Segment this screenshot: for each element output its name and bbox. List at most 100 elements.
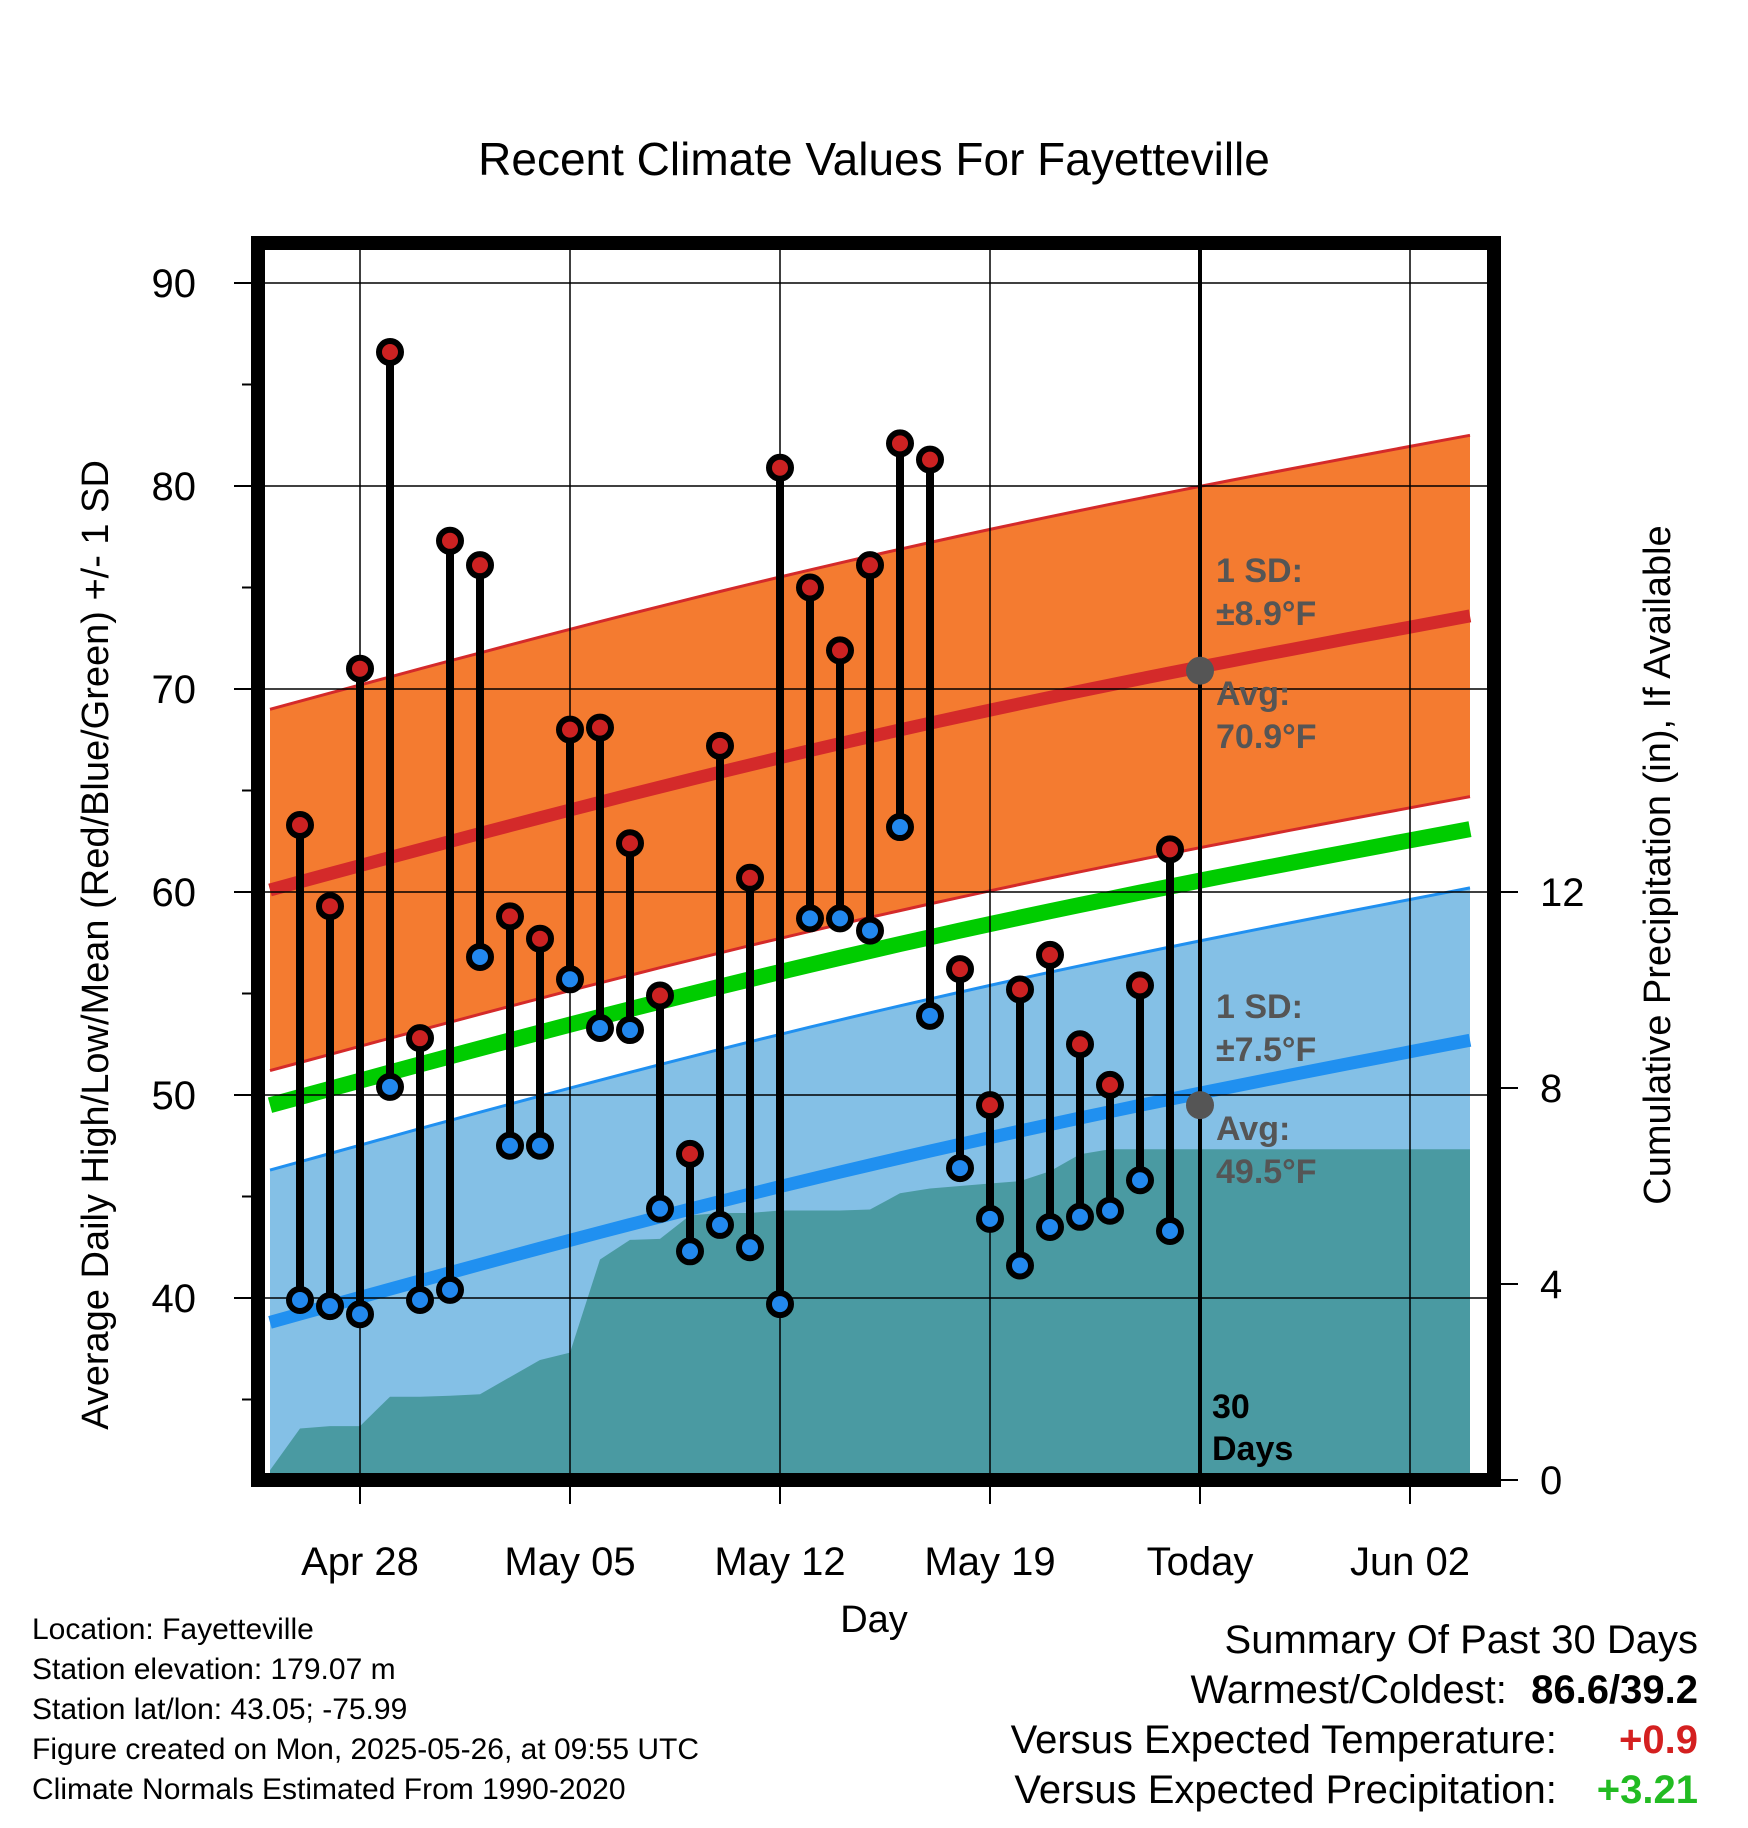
daily-high-point [556, 715, 584, 744]
daily-high-point [976, 1091, 1004, 1120]
daily-high-point [1126, 971, 1154, 1000]
daily-high-point [406, 1024, 434, 1053]
daily-low-point [1126, 1166, 1154, 1195]
daily-low-point [376, 1072, 404, 1101]
daily-high-point [946, 955, 974, 984]
y-tick-label: 50 [152, 1074, 197, 1118]
today-high-avg-marker [1186, 656, 1214, 685]
daily-low-point [496, 1131, 524, 1160]
daily-low-point [796, 904, 824, 933]
daily-low-point [556, 965, 584, 994]
daily-low-point [826, 904, 854, 933]
daily-low-point [706, 1210, 734, 1239]
x-tick-label: May 19 [924, 1540, 1055, 1584]
daily-low-point [346, 1300, 374, 1329]
daily-high-point [496, 902, 524, 931]
daily-low-point [526, 1131, 554, 1160]
daily-high-point [316, 892, 344, 921]
summary-panel: Summary Of Past 30 Days Warmest/Coldest:… [1011, 1615, 1698, 1815]
high-avg-label: Avg: [1216, 675, 1290, 713]
summary-temp-row: Versus Expected Temperature: +0.9 [1011, 1715, 1698, 1765]
daily-high-point [646, 981, 674, 1010]
high-sd-value: ±8.9°F [1216, 595, 1316, 633]
daily-high-point [286, 811, 314, 840]
daily-low-point [1066, 1202, 1094, 1231]
daily-high-point [526, 924, 554, 953]
summary-precip-row: Versus Expected Precipitation: +3.21 [1011, 1765, 1698, 1815]
y-tick-label: 90 [152, 262, 197, 306]
daily-low-point [316, 1292, 344, 1321]
daily-low-point [856, 916, 884, 945]
daily-high-point [766, 453, 794, 482]
daily-low-point [1036, 1212, 1064, 1241]
mean-normal-line [267, 821, 1472, 1113]
low-band-upper-edge [269, 886, 1471, 1172]
low-sd-value: ±7.5°F [1216, 1031, 1316, 1069]
daily-high-point [916, 445, 944, 474]
station-info: Location: Fayetteville Station elevation… [32, 1610, 699, 1810]
daily-high-point [616, 829, 644, 858]
daily-high-point [1036, 940, 1064, 969]
y2-tick-label: 8 [1540, 1067, 1562, 1111]
location-text: Location: Fayetteville [32, 1613, 314, 1646]
precip-label: Versus Expected Precipitation: [1014, 1768, 1557, 1812]
daily-high-point [1156, 835, 1184, 864]
x-tick-label: Jun 02 [1350, 1540, 1470, 1584]
x-tick-label: Today [1147, 1540, 1254, 1584]
low-normal-line [268, 1033, 1472, 1329]
precip-value: +3.21 [1596, 1768, 1698, 1812]
daily-low-point [616, 1016, 644, 1045]
chart-title: Recent Climate Values For Fayetteville [478, 133, 1270, 185]
daily-low-point [976, 1204, 1004, 1233]
daily-low-point [1156, 1217, 1184, 1246]
high-sd-label: 1 SD: [1216, 552, 1303, 590]
y-tick-label: 70 [152, 668, 197, 712]
y2-tick-label: 4 [1540, 1263, 1562, 1307]
y-tick-label: 60 [152, 871, 197, 915]
elevation-text: Station elevation: 179.07 m [32, 1653, 396, 1686]
daily-low-point [646, 1194, 674, 1223]
daily-high-point [1066, 1030, 1094, 1059]
plot-frame [251, 236, 1501, 1487]
summary-title: Summary Of Past 30 Days [1224, 1618, 1698, 1662]
daily-high-point [886, 429, 914, 458]
daily-low-point [766, 1290, 794, 1319]
daily-low-point [406, 1286, 434, 1315]
low-avg-label: Avg: [1216, 1110, 1290, 1148]
days-word-label: Days [1212, 1430, 1293, 1468]
low-avg-value: 49.5°F [1216, 1153, 1317, 1191]
warm-label: Warmest/Coldest: [1190, 1668, 1507, 1712]
daily-high-point [1096, 1070, 1124, 1099]
daily-high-point [856, 551, 884, 580]
normals-text: Climate Normals Estimated From 1990-2020 [32, 1773, 626, 1806]
y-tick-label: 80 [152, 465, 197, 509]
x-tick-label: Apr 28 [301, 1540, 419, 1584]
temp-value: +0.9 [1619, 1718, 1698, 1762]
daily-low-point [1006, 1251, 1034, 1280]
y2-axis-title: Cumulative Precipitation (in), If Availa… [1637, 525, 1679, 1204]
daily-high-point [586, 713, 614, 742]
daily-high-point [826, 636, 854, 665]
x-axis-title: Day [840, 1599, 908, 1641]
today-low-avg-marker [1186, 1091, 1214, 1120]
daily-low-point [916, 1001, 944, 1030]
x-tick-label: May 05 [504, 1540, 635, 1584]
y-tick-label: 40 [152, 1277, 197, 1321]
daily-high-point [706, 731, 734, 760]
daily-low-point [1096, 1196, 1124, 1225]
x-tick-label: May 12 [714, 1540, 845, 1584]
y2-tick-label: 12 [1540, 871, 1585, 915]
temp-label: Versus Expected Temperature: [1010, 1718, 1557, 1762]
high-avg-value: 70.9°F [1216, 718, 1317, 756]
warm-value: 86.6/39.2 [1531, 1668, 1698, 1712]
y2-tick-label: 0 [1540, 1459, 1562, 1503]
plot-area: 1 SD: ±8.9°F Avg: 70.9°F 1 SD: ±7.5°F Avg: 49.5… [152, 236, 1585, 1584]
daily-high-point [796, 573, 824, 602]
daily-high-point [676, 1139, 704, 1168]
y-axis-title: Average Daily High/Low/Mean (Red/Blue/Gr… [75, 460, 117, 1430]
daily-high-point [436, 526, 464, 555]
daily-low-point [466, 942, 494, 971]
days-count-label: 30 [1212, 1388, 1250, 1426]
daily-low-point [436, 1275, 464, 1304]
daily-high-point [1006, 975, 1034, 1004]
